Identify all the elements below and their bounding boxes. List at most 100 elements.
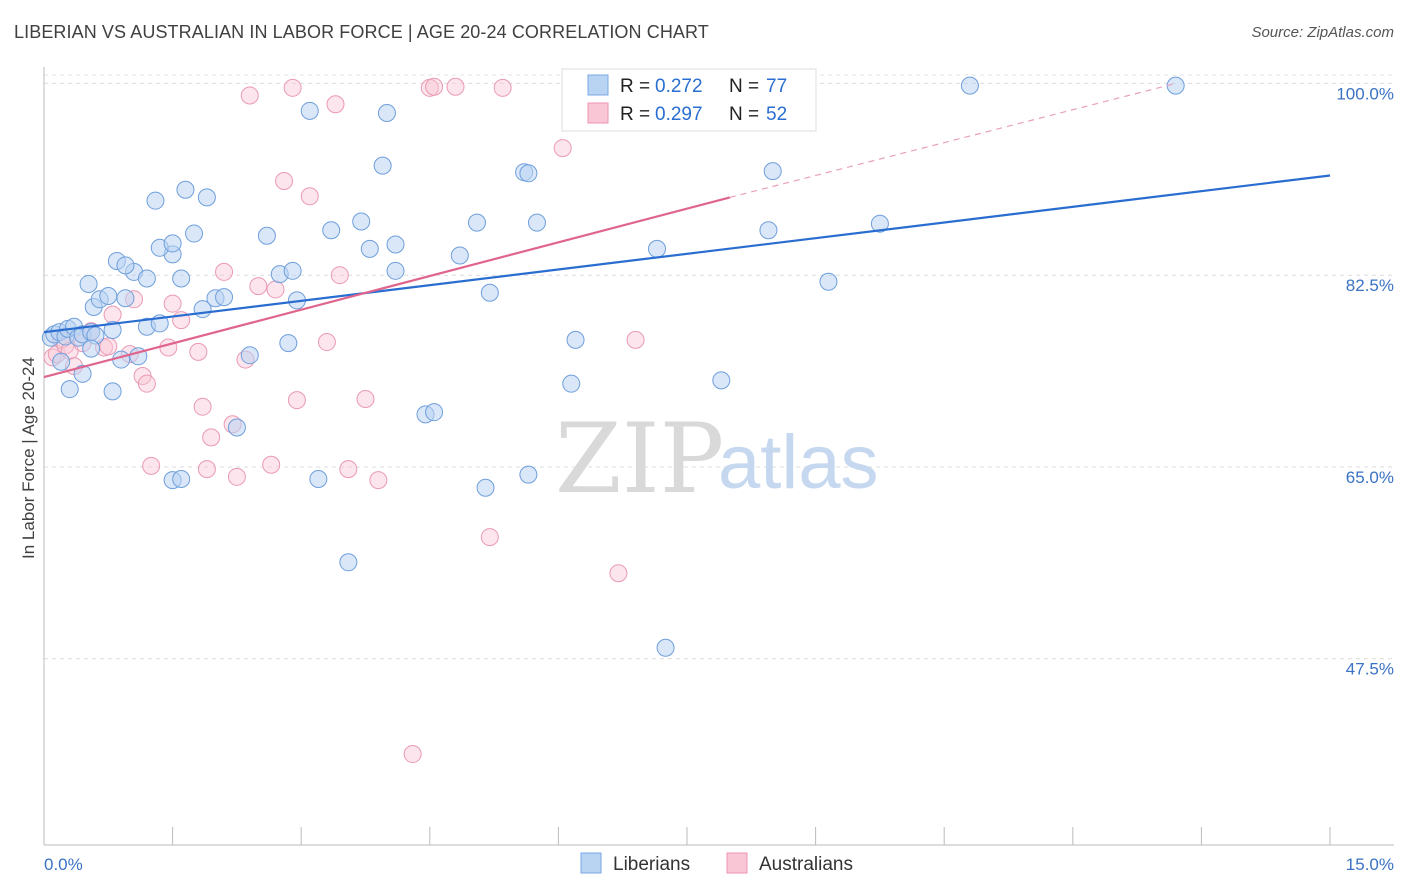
liberian-point: [185, 224, 204, 243]
australian-point: [425, 77, 444, 96]
australian-point: [317, 333, 336, 352]
liberian-point: [172, 470, 191, 489]
australian-point: [193, 397, 212, 416]
australian-point: [609, 564, 628, 583]
liberian-point: [519, 164, 538, 183]
australian-point: [480, 528, 499, 547]
australian-point: [446, 77, 465, 96]
watermark: ZIP atlas: [555, 403, 879, 515]
liberian-point: [360, 239, 379, 258]
axes: [43, 67, 1394, 846]
legend-n-value-1: 77: [766, 76, 787, 97]
australian-point: [163, 294, 182, 313]
liberian-point: [322, 221, 341, 240]
liberian-point: [647, 239, 666, 258]
watermark-zip: ZIP: [555, 403, 724, 515]
y-tick-labels: 47.5% 65.0% 82.5% 100.0%: [1336, 84, 1394, 678]
australian-point: [142, 456, 161, 475]
liberian-point: [566, 330, 585, 349]
australian-point: [369, 471, 388, 490]
x-tick-label-min: 0.0%: [44, 855, 83, 874]
australians-trend-line: [43, 196, 731, 379]
liberian-point: [960, 76, 979, 95]
australian-point: [262, 455, 281, 474]
liberian-point: [352, 212, 371, 231]
liberian-point: [300, 101, 319, 120]
legend-swatch-australians: [587, 102, 609, 124]
bottom-legend-swatch-australians: [726, 852, 748, 874]
liberian-point: [116, 289, 135, 308]
australian-point: [197, 460, 216, 479]
legend-swatch-liberians: [587, 74, 609, 96]
liberian-point: [52, 352, 71, 371]
liberian-point: [279, 334, 298, 353]
australian-point: [356, 390, 375, 409]
liberian-point: [176, 180, 195, 199]
legend-r-value-2: 0.297: [655, 104, 703, 125]
australian-point: [283, 78, 302, 97]
liberian-point: [99, 287, 118, 306]
australian-point: [300, 187, 319, 206]
liberian-point: [283, 261, 302, 280]
liberian-point: [82, 339, 101, 358]
legend-box: R = 0.272 N = 77 R = 0.297 N = 52: [561, 68, 817, 132]
australian-point: [330, 266, 349, 285]
liberian-point: [712, 371, 731, 390]
liberian-point: [450, 246, 469, 265]
australian-point: [403, 745, 422, 764]
bottom-legend: Liberians Australians: [580, 852, 853, 875]
australian-point: [275, 171, 294, 190]
australian-point: [159, 338, 178, 357]
liberian-point: [227, 418, 246, 437]
liberian-point: [1166, 76, 1185, 95]
y-tick-label: 100.0%: [1336, 84, 1394, 103]
y-tick-label: 65.0%: [1346, 468, 1394, 487]
legend-r-label-1: R =: [620, 76, 650, 97]
australian-point: [137, 374, 156, 393]
australian-point: [326, 95, 345, 114]
liberian-point: [870, 214, 889, 233]
liberian-point: [60, 380, 79, 399]
liberian-point: [480, 283, 499, 302]
liberian-point: [373, 156, 392, 175]
legend-r-label-2: R =: [620, 104, 650, 125]
liberian-point: [137, 269, 156, 288]
liberian-point: [79, 274, 98, 293]
liberian-point: [763, 162, 782, 181]
liberian-point: [519, 465, 538, 484]
liberian-point: [377, 104, 396, 123]
liberian-point: [819, 272, 838, 291]
liberian-point: [240, 346, 259, 365]
liberian-point: [527, 213, 546, 232]
liberian-point: [467, 213, 486, 232]
source-credit: Source: ZipAtlas.com: [1251, 24, 1394, 41]
trend-lines: [43, 82, 1331, 379]
legend-n-label-1: N =: [729, 76, 759, 97]
data-points: [41, 76, 1185, 764]
bottom-legend-swatch-liberians: [580, 852, 602, 874]
x-tick-label-max: 15.0%: [1346, 855, 1394, 874]
australian-point: [103, 305, 122, 324]
liberian-point: [425, 403, 444, 422]
liberian-point: [172, 269, 191, 288]
liberian-point: [309, 470, 328, 489]
bottom-legend-australians: Australians: [759, 854, 853, 875]
watermark-atlas: atlas: [718, 420, 879, 505]
legend-n-value-2: 52: [766, 104, 787, 125]
liberian-point: [257, 226, 276, 245]
liberian-point: [103, 320, 122, 339]
y-tick-label: 82.5%: [1346, 276, 1394, 295]
australian-point: [553, 139, 572, 158]
liberian-point: [476, 478, 495, 497]
australian-point: [493, 78, 512, 97]
australian-point: [240, 86, 259, 105]
liberian-point: [116, 256, 135, 275]
liberian-point: [197, 188, 216, 207]
liberian-point: [103, 382, 122, 401]
y-axis-label: In Labor Force | Age 20-24: [19, 357, 38, 559]
liberian-point: [146, 191, 165, 210]
legend-r-value-1: 0.272: [655, 76, 703, 97]
australian-point: [339, 460, 358, 479]
liberian-point: [656, 638, 675, 657]
